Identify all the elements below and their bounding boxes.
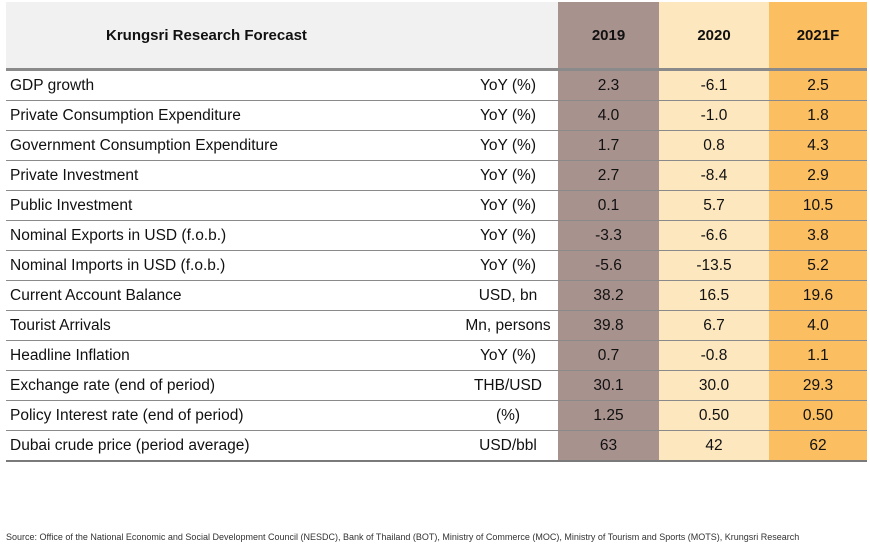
row-unit: YoY (%) — [408, 190, 558, 221]
table-row: Exchange rate (end of period) THB/USD 30.1… — [6, 370, 867, 401]
row-unit: YoY (%) — [408, 69, 558, 101]
value-2019: 0.7 — [558, 340, 659, 371]
value-2021f: 29.3 — [769, 370, 867, 401]
table-header-row: Krungsri Research Forecast 2019 2020 202… — [6, 2, 867, 71]
value-2021f: 4.0 — [769, 310, 867, 341]
value-2019: -5.6 — [558, 250, 659, 281]
value-2019: 2.7 — [558, 160, 659, 191]
row-unit: Mn, persons — [408, 310, 558, 341]
value-2020: 5.7 — [659, 190, 769, 221]
value-2021f: 1.1 — [769, 340, 867, 371]
row-unit: YoY (%) — [408, 220, 558, 251]
table-title: Krungsri Research Forecast — [6, 2, 408, 71]
table-row: Current Account Balance USD, bn 38.2 16.5 19… — [6, 280, 867, 311]
value-2020: -0.8 — [659, 340, 769, 371]
value-2019: 0.1 — [558, 190, 659, 221]
row-unit: YoY (%) — [408, 340, 558, 371]
table-row: Dubai crude price (period average) USD/bb… — [6, 430, 867, 462]
value-2019: 1.25 — [558, 400, 659, 431]
value-2020: 6.7 — [659, 310, 769, 341]
table-row: Government Consumption Expenditure YoY (%… — [6, 130, 867, 161]
row-unit: USD, bn — [408, 280, 558, 311]
source-footnote: Source: Office of the National Economic … — [6, 532, 800, 542]
column-header-2020: 2020 — [659, 2, 769, 71]
row-label: Nominal Imports in USD (f.o.b.) — [6, 250, 408, 281]
value-2021f: 2.9 — [769, 160, 867, 191]
row-label: Policy Interest rate (end of period) — [6, 400, 408, 431]
row-label: Public Investment — [6, 190, 408, 221]
value-2020: 30.0 — [659, 370, 769, 401]
row-unit: (%) — [408, 400, 558, 431]
value-2020: 16.5 — [659, 280, 769, 311]
table-row: Nominal Imports in USD (f.o.b.) YoY (%) -5… — [6, 250, 867, 281]
table-row: Private Consumption Expenditure YoY (%) 4.… — [6, 100, 867, 131]
forecast-table-container: Krungsri Research Forecast 2019 2020 202… — [6, 2, 867, 462]
value-2021f: 1.8 — [769, 100, 867, 131]
row-unit: USD/bbl — [408, 430, 558, 462]
row-unit: YoY (%) — [408, 130, 558, 161]
value-2020: -6.6 — [659, 220, 769, 251]
table-row: Public Investment YoY (%) 0.1 5.7 10.5 — [6, 190, 867, 221]
row-label: Headline Inflation — [6, 340, 408, 371]
table-row: Nominal Exports in USD (f.o.b.) YoY (%) -3… — [6, 220, 867, 251]
value-2021f: 4.3 — [769, 130, 867, 161]
value-2021f: 2.5 — [769, 69, 867, 101]
row-unit: YoY (%) — [408, 160, 558, 191]
row-label: Exchange rate (end of period) — [6, 370, 408, 401]
table-row: Tourist Arrivals Mn, persons 39.8 6.7 4.0 — [6, 310, 867, 341]
value-2020: 42 — [659, 430, 769, 462]
table-row: Headline Inflation YoY (%) 0.7 -0.8 1.1 — [6, 340, 867, 371]
value-2021f: 5.2 — [769, 250, 867, 281]
value-2021f: 3.8 — [769, 220, 867, 251]
value-2020: -13.5 — [659, 250, 769, 281]
row-label: Private Investment — [6, 160, 408, 191]
value-2019: 4.0 — [558, 100, 659, 131]
row-label: Nominal Exports in USD (f.o.b.) — [6, 220, 408, 251]
column-header-2019: 2019 — [558, 2, 659, 71]
value-2021f: 10.5 — [769, 190, 867, 221]
value-2019: 63 — [558, 430, 659, 462]
value-2020: 0.50 — [659, 400, 769, 431]
value-2021f: 19.6 — [769, 280, 867, 311]
column-header-2021f: 2021F — [769, 2, 867, 71]
value-2019: 30.1 — [558, 370, 659, 401]
table-row: Policy Interest rate (end of period) (%) 1… — [6, 400, 867, 431]
value-2019: -3.3 — [558, 220, 659, 251]
row-label: Dubai crude price (period average) — [6, 430, 408, 462]
row-label: Private Consumption Expenditure — [6, 100, 408, 131]
unit-column-header — [408, 2, 558, 71]
row-label: Current Account Balance — [6, 280, 408, 311]
value-2019: 1.7 — [558, 130, 659, 161]
row-label: Tourist Arrivals — [6, 310, 408, 341]
value-2019: 39.8 — [558, 310, 659, 341]
row-unit: YoY (%) — [408, 100, 558, 131]
row-unit: YoY (%) — [408, 250, 558, 281]
value-2019: 38.2 — [558, 280, 659, 311]
forecast-table: Krungsri Research Forecast 2019 2020 202… — [6, 2, 867, 462]
value-2021f: 0.50 — [769, 400, 867, 431]
table-row: Private Investment YoY (%) 2.7 -8.4 2.9 — [6, 160, 867, 191]
value-2020: -8.4 — [659, 160, 769, 191]
value-2020: -1.0 — [659, 100, 769, 131]
value-2020: 0.8 — [659, 130, 769, 161]
value-2021f: 62 — [769, 430, 867, 462]
row-label: GDP growth — [6, 69, 408, 101]
table-row: GDP growth YoY (%) 2.3 -6.1 2.5 — [6, 69, 867, 101]
value-2020: -6.1 — [659, 69, 769, 101]
row-label: Government Consumption Expenditure — [6, 130, 408, 161]
row-unit: THB/USD — [408, 370, 558, 401]
value-2019: 2.3 — [558, 69, 659, 101]
